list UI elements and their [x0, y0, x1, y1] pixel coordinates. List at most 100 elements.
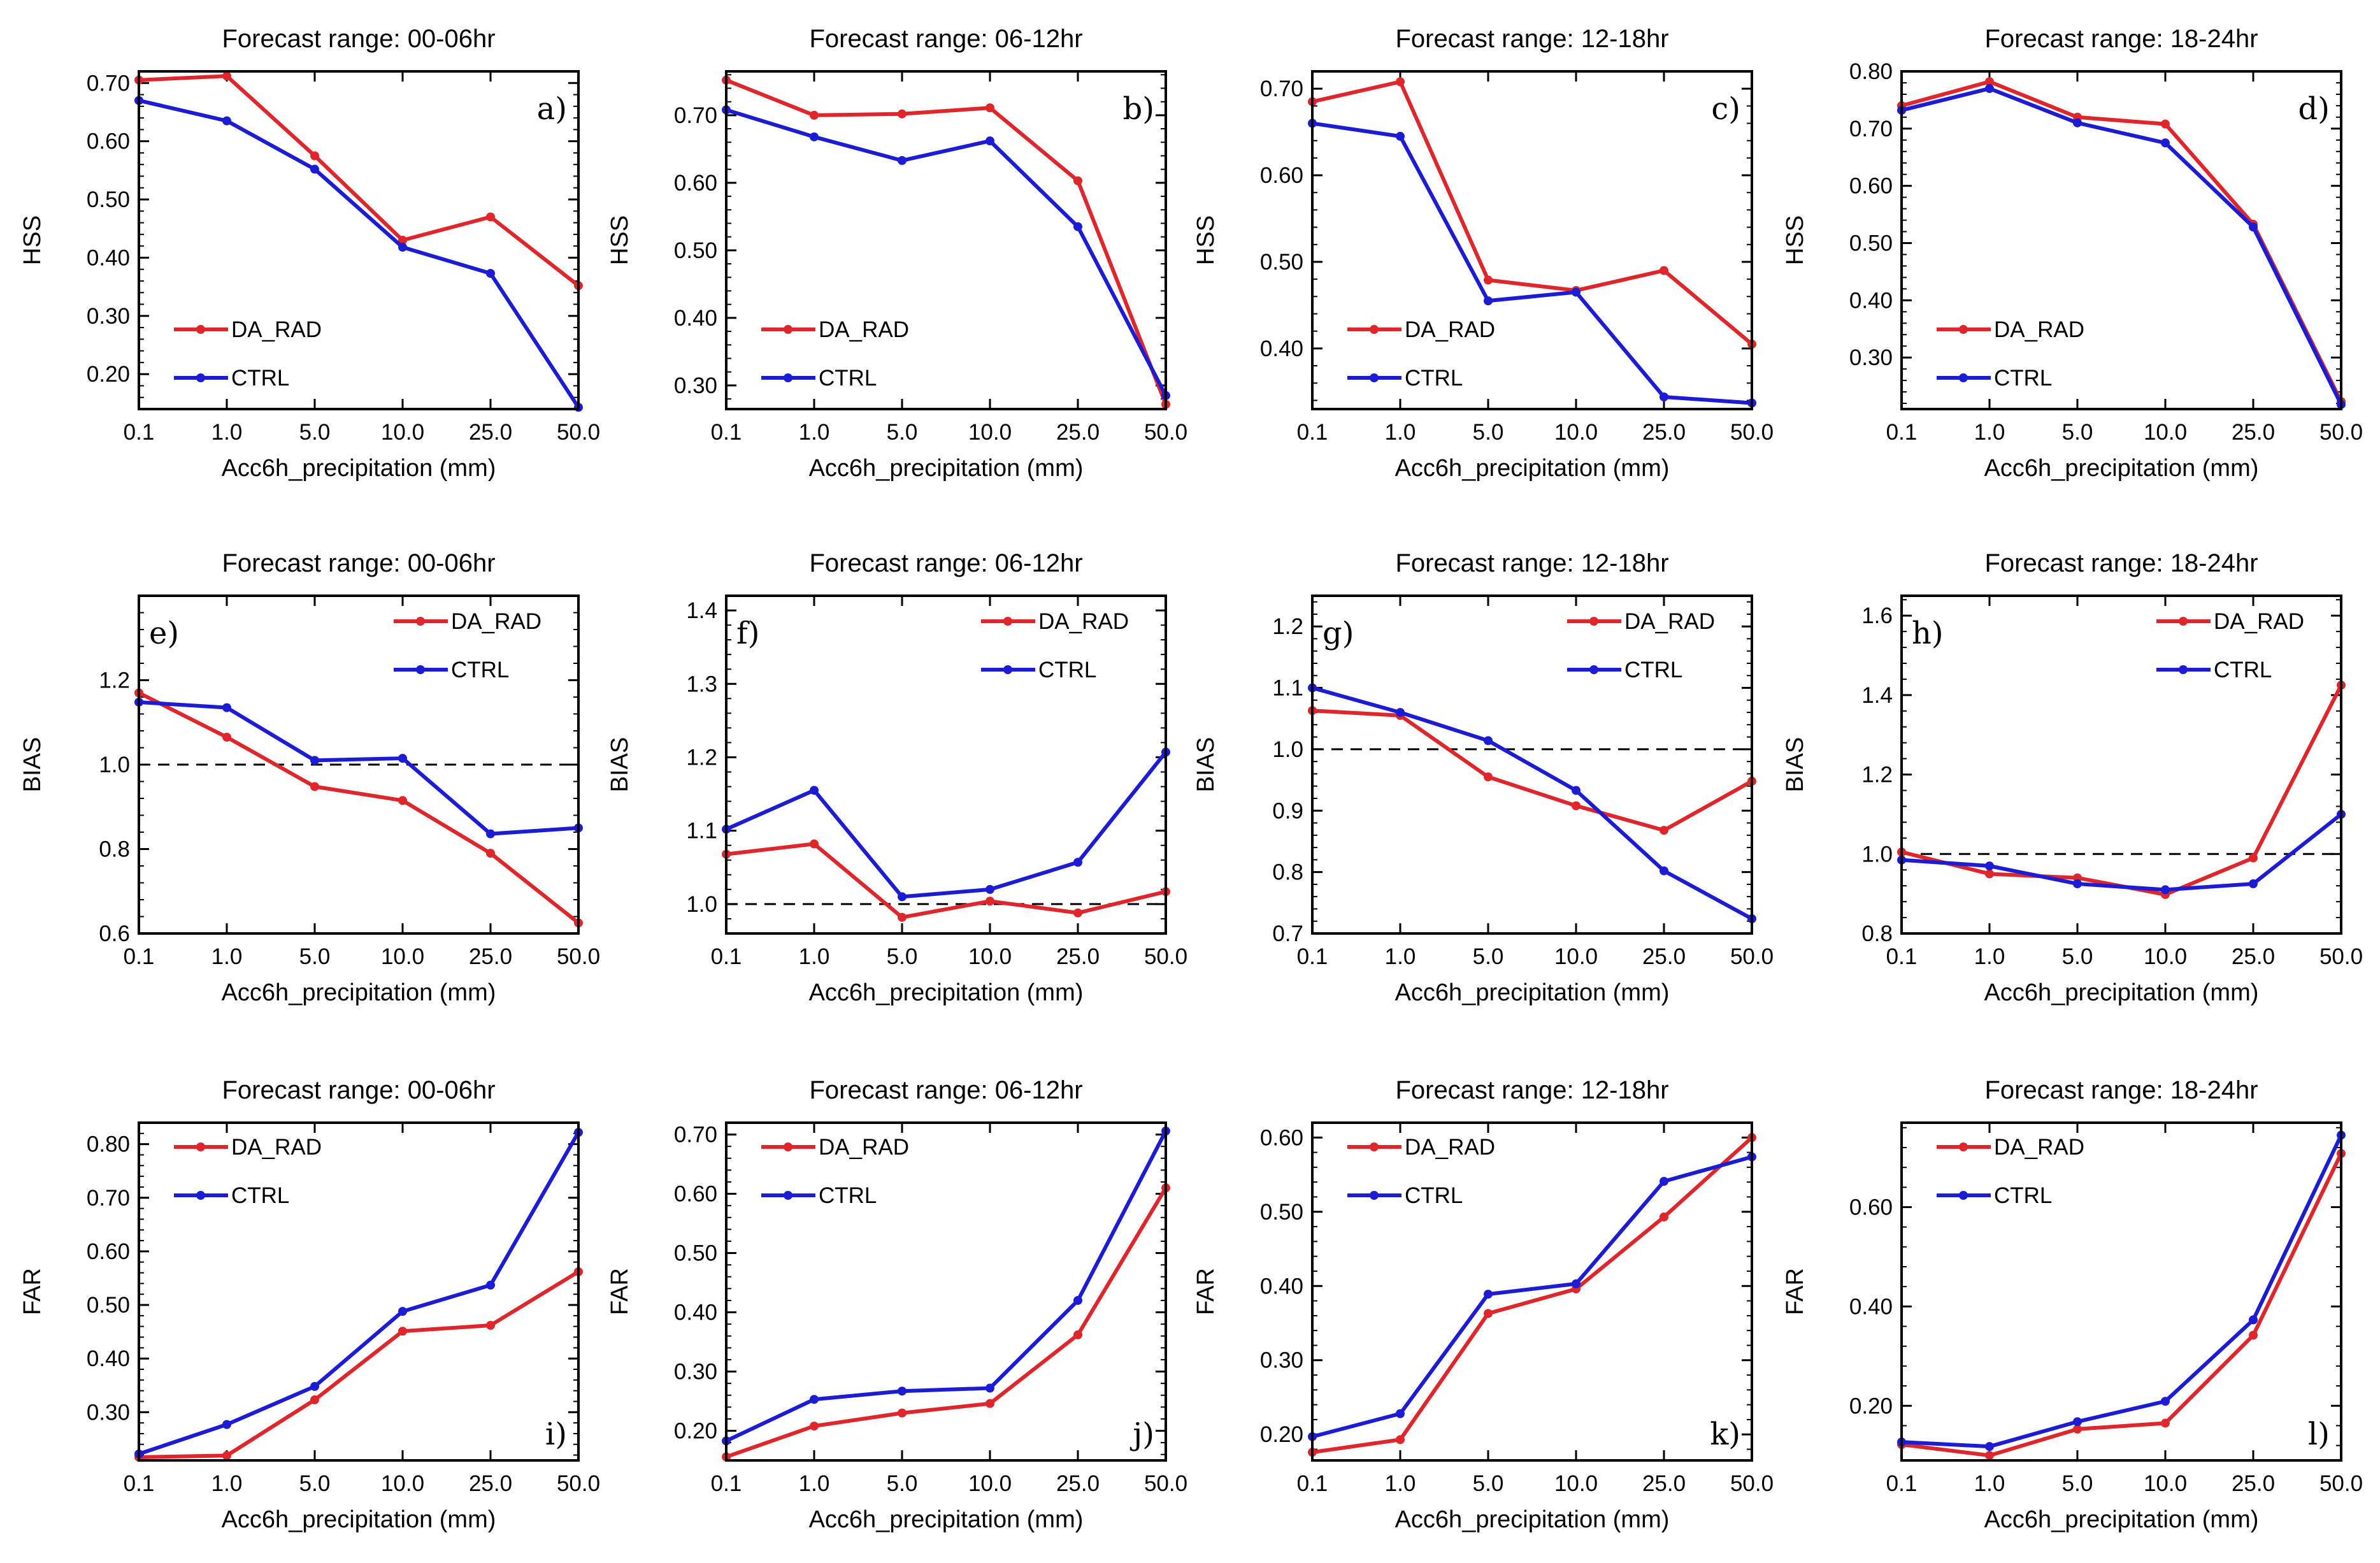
x-tick-label: 0.1 [1886, 1471, 1918, 1496]
x-tick-label: 50.0 [1144, 420, 1187, 445]
series-line-ctrl [1312, 686, 1753, 921]
data-point-ctrl [486, 829, 495, 839]
series-line-ctrl [138, 700, 579, 836]
data-point-ctrl [1985, 1442, 1994, 1451]
series-line-da_rad [138, 691, 580, 925]
x-tick-label: 1.0 [211, 1471, 243, 1496]
legend-marker [1370, 1142, 1379, 1151]
x-tick-label: 10.0 [1554, 420, 1598, 445]
panel-g: Forecast range: 12-18hr 0.7 0.8 0.9 1.0 1.1 1.… [1193, 549, 1774, 1006]
data-point-da_rad [1660, 1212, 1668, 1221]
x-axis-label: Acc6h_precipitation (mm) [222, 979, 496, 1006]
data-point-ctrl [1985, 861, 1994, 870]
y-tick-label: 1.1 [1272, 676, 1303, 701]
x-axis-label: Acc6h_precipitation (mm) [1395, 455, 1670, 482]
x-tick-label: 10.0 [381, 420, 424, 445]
y-tick-label: 0.50 [1260, 1200, 1303, 1225]
data-point-ctrl [1073, 858, 1082, 867]
y-tick-label: 0.8 [1861, 921, 1893, 946]
data-point-da_rad [310, 151, 319, 161]
x-tick-label: 10.0 [381, 1471, 424, 1496]
y-tick-label: 1.6 [1861, 603, 1893, 628]
x-axis-label: Acc6h_precipitation (mm) [809, 1506, 1084, 1533]
series-line-da_rad [726, 842, 1166, 919]
plot-frame [1900, 70, 2342, 410]
data-point-ctrl [2249, 879, 2258, 889]
data-point-da_rad [1396, 1435, 1405, 1444]
y-tick-label: 0.30 [87, 1400, 130, 1425]
x-tick-label: 0.1 [124, 420, 155, 445]
plot-frame [1900, 594, 2342, 935]
x-tick-label: 50.0 [557, 944, 600, 969]
x-tick-label: 5.0 [887, 944, 918, 969]
panel-label: d) [2298, 91, 2330, 127]
data-point-ctrl [398, 754, 407, 763]
legend-label: DA_RAD [2214, 609, 2304, 634]
x-tick-label: 1.0 [799, 420, 830, 445]
y-tick-label: 0.40 [87, 1346, 130, 1371]
data-point-da_rad [986, 1399, 994, 1408]
y-tick-label: 0.60 [87, 1239, 130, 1264]
x-tick-label: 1.0 [211, 944, 243, 969]
x-tick-label: 25.0 [1642, 420, 1686, 445]
legend-label: CTRL [819, 1183, 877, 1208]
data-point-da_rad [1985, 1451, 1994, 1460]
y-tick-label: 0.30 [674, 1360, 717, 1385]
data-point-da_rad [486, 212, 495, 222]
legend-label: DA_RAD [1994, 1135, 2084, 1160]
legend-marker [784, 373, 792, 382]
panel-title: Forecast range: 00-06hr [222, 549, 495, 577]
y-tick-label: 0.60 [1849, 174, 1893, 199]
x-tick-label: 10.0 [2144, 1471, 2187, 1496]
data-point-ctrl [1572, 287, 1581, 297]
panel-i: Forecast range: 00-06hr 0.30 0.40 0.50 0.60 0… [19, 1076, 600, 1533]
data-point-ctrl [1660, 392, 1668, 401]
x-tick-label: 0.1 [1886, 420, 1918, 445]
legend-marker [1589, 617, 1598, 626]
plot-frame [138, 70, 580, 410]
legend-marker [416, 665, 425, 674]
x-tick-label: 25.0 [1056, 944, 1100, 969]
x-axis-label: Acc6h_precipitation (mm) [222, 1506, 496, 1533]
x-tick-label: 5.0 [887, 1471, 918, 1496]
legend-label: CTRL [1624, 658, 1682, 682]
plot-frame [138, 594, 580, 935]
y-tick-label: 0.7 [1272, 921, 1303, 946]
data-point-ctrl [1396, 1409, 1405, 1418]
data-point-da_rad [486, 1321, 495, 1330]
x-tick-label: 1.0 [799, 1471, 830, 1496]
y-tick-label: 0.9 [1272, 798, 1303, 823]
data-point-da_rad [1073, 908, 1082, 918]
data-point-ctrl [810, 132, 819, 141]
y-tick-label: 1.0 [686, 892, 717, 917]
y-tick-label: 0.70 [87, 71, 130, 96]
panel-label: l) [2308, 1416, 2330, 1452]
data-point-da_rad [1484, 772, 1493, 782]
x-tick-label: 10.0 [2144, 420, 2187, 445]
y-tick-label: 0.50 [87, 1293, 130, 1318]
data-point-da_rad [1985, 77, 1994, 87]
panel-label: e) [149, 616, 179, 651]
data-point-da_rad [898, 1408, 907, 1418]
y-tick-label: 0.20 [1260, 1422, 1303, 1447]
data-point-ctrl [1073, 1295, 1082, 1305]
data-point-ctrl [310, 164, 319, 174]
legend-label: DA_RAD [819, 317, 909, 342]
legend-marker [1370, 1191, 1379, 1200]
y-tick-label: 1.0 [1861, 842, 1893, 867]
data-point-ctrl [2161, 885, 2170, 895]
legend-marker [196, 325, 205, 334]
data-point-da_rad [398, 1327, 407, 1336]
data-point-ctrl [810, 1395, 819, 1404]
y-tick-label: 1.4 [1861, 683, 1893, 708]
data-point-ctrl [1660, 1177, 1668, 1186]
x-tick-label: 25.0 [469, 944, 512, 969]
y-tick-label: 0.20 [87, 362, 130, 387]
panel-title: Forecast range: 00-06hr [222, 1076, 495, 1104]
x-tick-label: 25.0 [2232, 944, 2275, 969]
y-tick-label: 0.40 [87, 245, 130, 270]
legend-label: CTRL [2214, 658, 2272, 682]
legend-marker [1959, 373, 1968, 382]
legend-label: DA_RAD [451, 609, 541, 634]
series-line-da_rad [138, 74, 580, 287]
